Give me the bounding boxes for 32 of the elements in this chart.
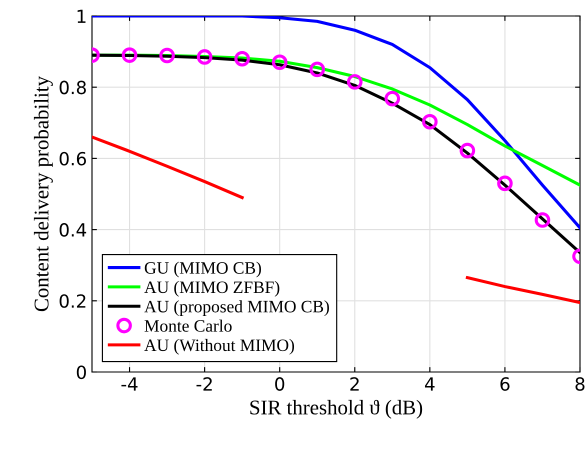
x-tick-label: 8	[575, 377, 585, 391]
x-axis-title: SIR threshold ϑ (dB)	[250, 400, 422, 419]
y-axis-title: Content delivery probability	[34, 76, 53, 312]
x-tick-label: 4	[424, 377, 435, 391]
point	[422, 114, 438, 130]
x-tick-label: 0	[275, 377, 284, 391]
point	[196, 49, 212, 65]
y-tick-label: 1	[78, 10, 86, 23]
point	[234, 50, 250, 66]
point	[346, 74, 363, 90]
legend-label: AU (proposed MIMO CB)	[144, 300, 329, 316]
point	[309, 62, 326, 78]
legend-label: Monte Carlo	[144, 320, 232, 332]
point	[534, 212, 550, 228]
point	[272, 54, 288, 70]
y-tick-label: 0	[76, 365, 86, 380]
y-tick-label: 0.8	[60, 80, 86, 94]
legend-label: GU (MIMO CB)	[144, 262, 261, 278]
x-tick-label: 6	[500, 377, 510, 391]
point	[122, 47, 138, 63]
y-tick-label: 0.2	[60, 294, 86, 308]
x-tick-label: -2	[196, 377, 212, 391]
y-tick-label: 0.4	[60, 223, 86, 237]
y-tick-label: 0.6	[60, 152, 86, 166]
legend-label: AU (Without MIMO)	[144, 338, 294, 355]
point	[497, 176, 513, 192]
legend-label: AU (MIMO ZFBF)	[144, 280, 280, 297]
point	[384, 90, 400, 106]
x-tick-label: 2	[350, 377, 359, 391]
point	[159, 48, 175, 64]
x-tick-label: -4	[121, 377, 138, 391]
point	[460, 142, 476, 158]
